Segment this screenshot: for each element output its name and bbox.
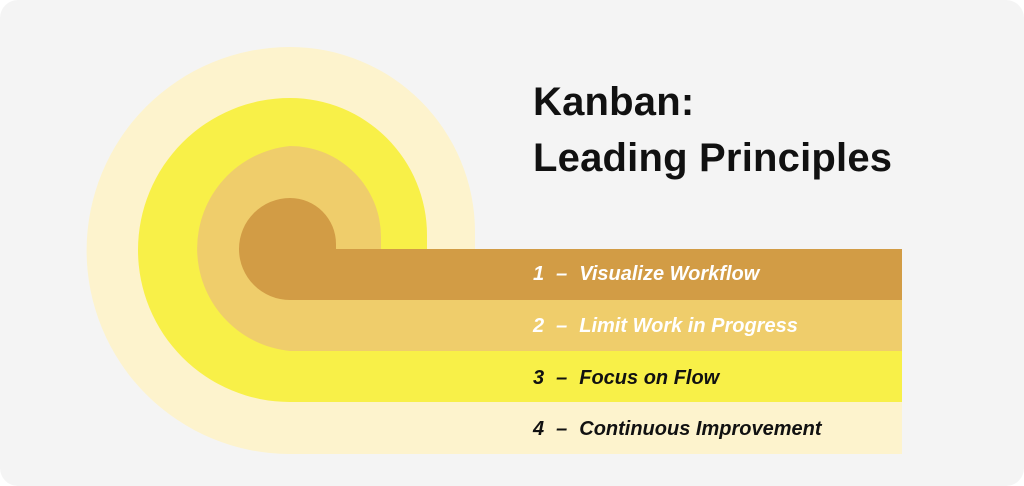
principle-separator: – (556, 262, 568, 285)
title-line-2: Leading Principles (533, 136, 893, 180)
ring-1-visualize-workflow (239, 198, 902, 300)
principle-label: Visualize Workflow (579, 262, 760, 285)
principle-item-2: 2 – Limit Work in Progress (533, 301, 798, 351)
principle-number: 4 (533, 417, 545, 440)
principle-item-4: 4 – Continuous Improvement (533, 404, 821, 454)
principle-number: 1 (533, 262, 545, 285)
principle-separator: – (556, 366, 568, 389)
page-title: Kanban: Leading Principles (533, 74, 892, 186)
principle-number: 2 (533, 314, 545, 337)
principle-separator: – (556, 314, 568, 337)
principle-label: Focus on Flow (579, 366, 720, 389)
principle-separator: – (556, 417, 568, 440)
title-line-1: Kanban: (533, 80, 695, 124)
principle-item-3: 3 – Focus on Flow (533, 353, 719, 403)
principle-label: Continuous Improvement (579, 417, 822, 440)
principle-number: 3 (533, 366, 545, 389)
principle-label: Limit Work in Progress (579, 314, 798, 337)
principle-item-1: 1 – Visualize Workflow (533, 249, 759, 299)
